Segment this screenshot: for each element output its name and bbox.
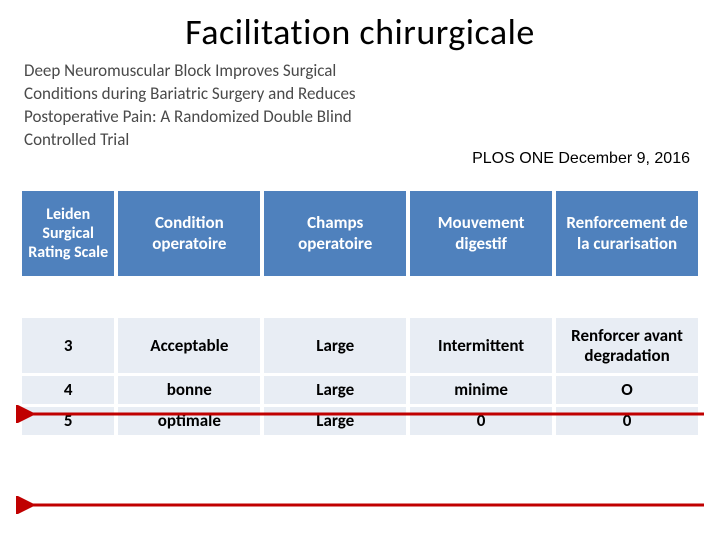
citation-text: PLOS ONE December 9, 2016 <box>472 150 690 168</box>
spacer-row <box>22 305 698 315</box>
cell-renf: 0 <box>556 407 698 435</box>
spacer-row <box>22 292 698 302</box>
cell-cond: bonne <box>118 376 260 404</box>
cell-champs: Large <box>264 318 406 373</box>
cell-renf: O <box>556 376 698 404</box>
cell-move: minime <box>410 376 552 404</box>
cell-cond: optimale <box>118 407 260 435</box>
arrow-annotation-bottom <box>16 496 706 519</box>
table-row: 5 optimale Large 0 0 <box>22 407 698 435</box>
cell-scale: 4 <box>22 376 114 404</box>
study-subtitle: Deep Neuromuscular Block Improves Surgic… <box>24 60 394 152</box>
spacer-row <box>22 279 698 289</box>
rating-table: Leiden Surgical Rating Scale Condition o… <box>18 188 702 438</box>
cell-move: Intermittent <box>410 318 552 373</box>
cell-champs: Large <box>264 376 406 404</box>
cell-renf: Renforcer avant degradation <box>556 318 698 373</box>
col-header-champs: Champs operatoire <box>264 191 406 277</box>
col-header-renforce: Renforcement de la curarisation <box>556 191 698 277</box>
page-title: Facilitation chirurgicale <box>18 10 702 54</box>
table-row: 4 bonne Large minime O <box>22 376 698 404</box>
table-row: 3 Acceptable Large Intermittent Renforce… <box>22 318 698 373</box>
table-header-row: Leiden Surgical Rating Scale Condition o… <box>22 191 698 277</box>
cell-move: 0 <box>410 407 552 435</box>
cell-cond: Acceptable <box>118 318 260 373</box>
slide-container: Facilitation chirurgicale Deep Neuromusc… <box>0 0 720 540</box>
cell-champs: Large <box>264 407 406 435</box>
cell-scale: 5 <box>22 407 114 435</box>
cell-scale: 3 <box>22 318 114 373</box>
col-header-scale: Leiden Surgical Rating Scale <box>22 191 114 277</box>
col-header-condition: Condition operatoire <box>118 191 260 277</box>
col-header-mouvement: Mouvement digestif <box>410 191 552 277</box>
